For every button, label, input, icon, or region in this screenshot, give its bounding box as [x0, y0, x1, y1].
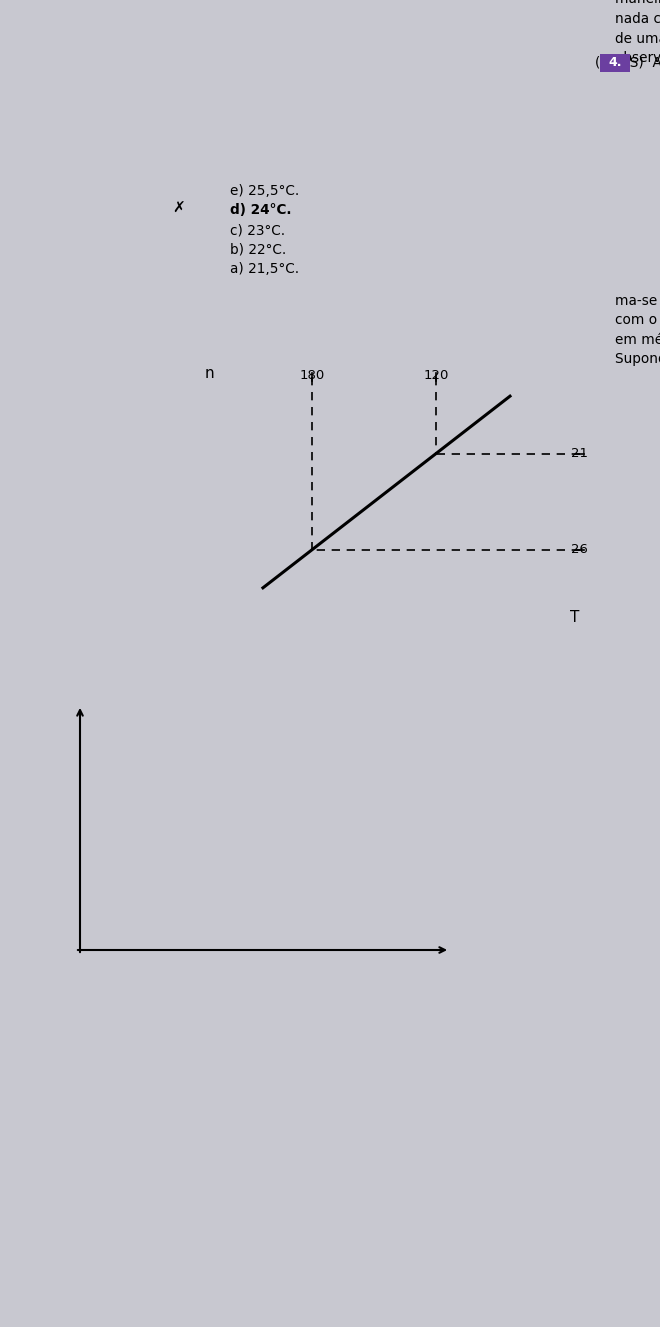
Text: d) 24°C.: d) 24°C. [230, 203, 292, 218]
Text: ma-se que a temperatura deveria ser igual a:: ma-se que a temperatura deveria ser igua… [615, 293, 660, 308]
Text: (UFMS)  Através de experimentos, biólogos: (UFMS) Através de experimentos, biólogos [595, 56, 660, 70]
Text: observaram que a taxa de canto de grilos: observaram que a taxa de canto de grilos [615, 50, 660, 65]
Text: a) 21,5°C.: a) 21,5°C. [230, 261, 299, 276]
Text: ✗: ✗ [172, 200, 185, 215]
Text: 180: 180 [300, 369, 325, 382]
Text: 26: 26 [571, 543, 588, 556]
Text: de uma determinada espécie estava relacio-: de uma determinada espécie estava relaci… [615, 32, 660, 46]
Text: nada com a temperatura ambiente de uma: nada com a temperatura ambiente de uma [615, 12, 660, 27]
Text: n: n [205, 366, 214, 381]
Text: em média, 156 vezes por minuto, de acordo: em média, 156 vezes por minuto, de acord… [615, 333, 660, 346]
Text: Supondo que os grilos estivessem cantando,: Supondo que os grilos estivessem cantand… [615, 352, 660, 366]
Text: T: T [570, 610, 579, 625]
Text: b) 22°C.: b) 22°C. [230, 243, 286, 256]
Text: maneira que poderia ser considerada linear.: maneira que poderia ser considerada line… [615, 0, 660, 7]
Text: 120: 120 [423, 369, 449, 382]
Text: 21: 21 [571, 447, 588, 460]
Bar [600, 54, 630, 72]
Text: 4.: 4. [609, 57, 622, 69]
Text: com o modelo sugerido nesta questão, esti-: com o modelo sugerido nesta questão, est… [615, 313, 660, 326]
Text: c) 23°C.: c) 23°C. [230, 223, 285, 238]
Text: e) 25,5°C.: e) 25,5°C. [230, 184, 299, 198]
